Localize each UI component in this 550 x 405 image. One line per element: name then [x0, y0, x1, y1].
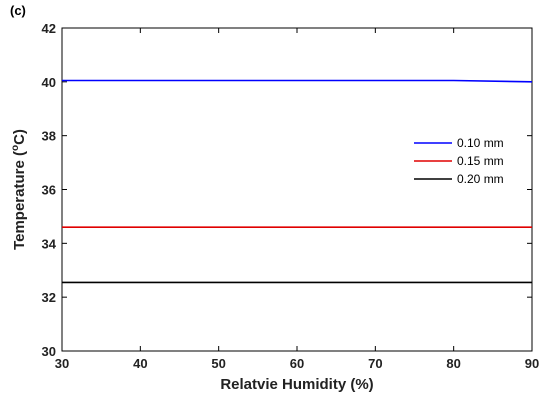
x-tick-label: 40: [133, 356, 147, 371]
legend-label: 0.15 mm: [457, 154, 504, 168]
y-tick-label: 30: [42, 344, 56, 359]
legend: 0.10 mm 0.15 mm 0.20 mm: [414, 136, 504, 186]
x-tick-label: 70: [368, 356, 382, 371]
legend-label: 0.10 mm: [457, 136, 504, 150]
y-axis-ticks: 30 32 34 36 38 40 42: [42, 21, 532, 359]
y-axis-title-sup: o: [10, 145, 21, 151]
x-tick-label: 80: [446, 356, 460, 371]
x-tick-label: 50: [211, 356, 225, 371]
y-axis-title-main: Temperature (: [11, 151, 28, 250]
y-axis-title: Temperature (oC): [10, 129, 28, 250]
y-tick-label: 32: [42, 290, 56, 305]
x-tick-label: 60: [290, 356, 304, 371]
x-tick-label: 90: [525, 356, 539, 371]
y-axis-title-end: C): [11, 129, 28, 145]
series-line: [62, 79, 533, 83]
plot-area-frame: [61, 27, 533, 352]
x-tick-label: 30: [55, 356, 69, 371]
y-tick-label: 42: [42, 21, 56, 36]
y-tick-label: 34: [42, 236, 57, 251]
x-axis-title: Relatvie Humidity (%): [220, 376, 373, 393]
series-lines: [62, 79, 533, 284]
x-axis-ticks: 30 40 50 60 70 80 90: [55, 28, 539, 371]
panel-label: (c): [10, 3, 26, 18]
y-tick-label: 38: [42, 129, 56, 144]
legend-label: 0.20 mm: [457, 172, 504, 186]
y-tick-label: 36: [42, 183, 56, 198]
y-tick-label: 40: [42, 75, 56, 90]
